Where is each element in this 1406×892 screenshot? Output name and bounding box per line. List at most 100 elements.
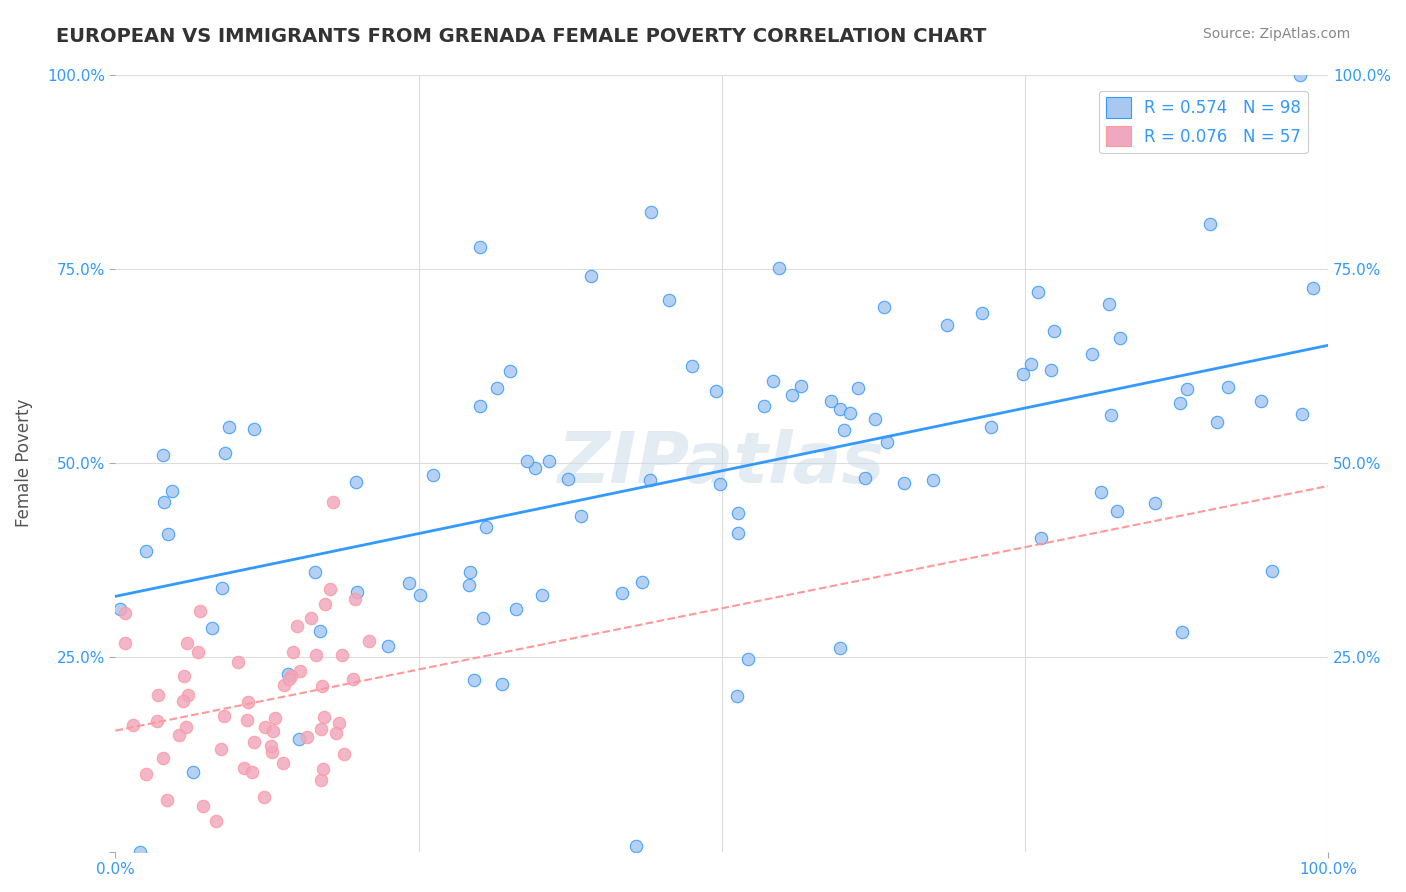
Point: [1039, 363, 1062, 377]
Point: [281, 645, 304, 659]
Point: [287, 731, 309, 746]
Point: [114, 607, 136, 621]
Point: [610, 586, 633, 600]
Point: [209, 742, 232, 756]
Point: [187, 645, 209, 659]
Point: [344, 475, 367, 490]
Point: [277, 667, 299, 681]
Point: [1143, 496, 1166, 510]
Point: [1302, 280, 1324, 294]
Point: [346, 585, 368, 599]
Point: [152, 448, 174, 462]
Point: [232, 761, 254, 775]
Point: [524, 460, 547, 475]
Y-axis label: Female Poverty: Female Poverty: [15, 399, 32, 527]
Point: [725, 689, 748, 703]
Point: [471, 611, 494, 625]
Point: [790, 379, 813, 393]
Point: [108, 602, 131, 616]
Point: [278, 672, 301, 686]
Point: [262, 744, 284, 758]
Point: [468, 239, 491, 253]
Point: [873, 300, 896, 314]
Point: [491, 677, 513, 691]
Point: [768, 261, 790, 276]
Point: [309, 723, 332, 737]
Point: [1218, 380, 1240, 394]
Point: [240, 764, 263, 779]
Point: [935, 318, 957, 332]
Point: [820, 394, 842, 409]
Point: [218, 420, 240, 434]
Point: [970, 306, 993, 320]
Point: [1289, 68, 1312, 82]
Point: [475, 520, 498, 534]
Point: [516, 454, 538, 468]
Point: [557, 472, 579, 486]
Point: [167, 728, 190, 742]
Point: [737, 652, 759, 666]
Point: [727, 506, 749, 520]
Point: [156, 793, 179, 807]
Point: [1012, 367, 1035, 381]
Point: [357, 634, 380, 648]
Point: [681, 359, 703, 373]
Point: [1260, 564, 1282, 578]
Point: [146, 714, 169, 728]
Point: [273, 678, 295, 692]
Point: [280, 668, 302, 682]
Point: [838, 406, 860, 420]
Point: [846, 381, 869, 395]
Point: [173, 668, 195, 682]
Point: [830, 640, 852, 655]
Point: [1107, 504, 1129, 518]
Point: [177, 688, 200, 702]
Point: [309, 624, 332, 638]
Point: [505, 602, 527, 616]
Point: [201, 622, 224, 636]
Point: [1250, 394, 1272, 409]
Point: [299, 611, 322, 625]
Point: [780, 388, 803, 402]
Point: [460, 565, 482, 579]
Point: [1291, 407, 1313, 421]
Point: [328, 715, 350, 730]
Point: [311, 679, 333, 693]
Point: [148, 688, 170, 702]
Point: [624, 838, 647, 853]
Point: [181, 764, 204, 779]
Text: EUROPEAN VS IMMIGRANTS FROM GRENADA FEMALE POVERTY CORRELATION CHART: EUROPEAN VS IMMIGRANTS FROM GRENADA FEMA…: [56, 27, 987, 45]
Point: [172, 693, 194, 707]
Point: [295, 730, 318, 744]
Point: [581, 268, 603, 283]
Point: [152, 495, 174, 509]
Point: [214, 446, 236, 460]
Point: [152, 751, 174, 765]
Point: [980, 420, 1002, 434]
Point: [264, 711, 287, 725]
Point: [486, 381, 509, 395]
Point: [285, 619, 308, 633]
Point: [1206, 415, 1229, 429]
Point: [330, 648, 353, 662]
Point: [1171, 625, 1194, 640]
Point: [863, 412, 886, 426]
Point: [853, 471, 876, 485]
Point: [160, 483, 183, 498]
Legend: R = 0.574   N = 98, R = 0.076   N = 57: R = 0.574 N = 98, R = 0.076 N = 57: [1099, 91, 1308, 153]
Point: [191, 799, 214, 814]
Point: [1026, 285, 1049, 299]
Point: [235, 713, 257, 727]
Point: [1168, 396, 1191, 410]
Point: [253, 789, 276, 804]
Point: [254, 720, 277, 734]
Point: [322, 495, 344, 509]
Point: [319, 582, 342, 596]
Point: [458, 577, 481, 591]
Point: [314, 597, 336, 611]
Point: [537, 454, 560, 468]
Point: [828, 401, 851, 416]
Point: [135, 767, 157, 781]
Point: [1043, 324, 1066, 338]
Point: [205, 814, 228, 828]
